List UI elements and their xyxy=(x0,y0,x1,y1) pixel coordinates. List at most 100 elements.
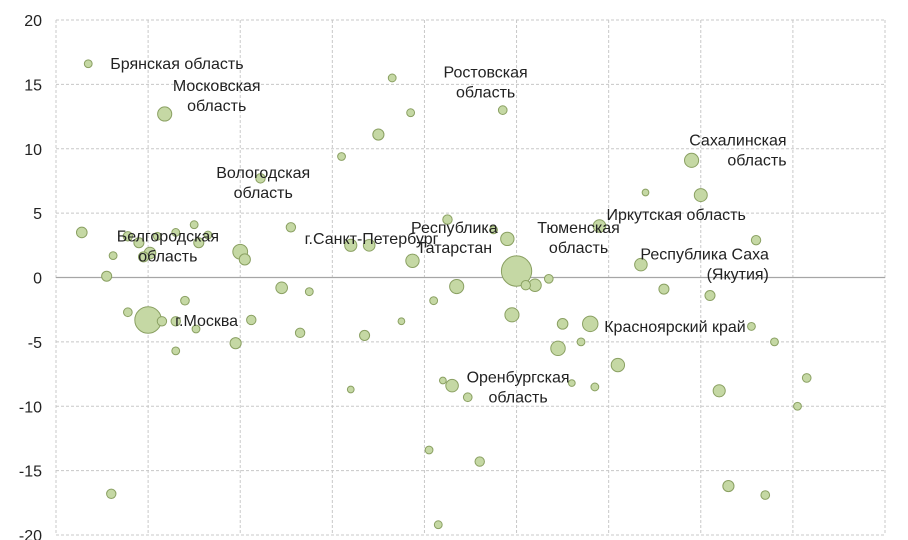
data-label-line: Сахалинская xyxy=(689,132,786,149)
data-label-line: Республика Саха xyxy=(640,247,769,264)
bubble-point xyxy=(229,337,242,350)
y-tick-label: -20 xyxy=(19,528,42,540)
bubble-point xyxy=(684,152,700,168)
bubble-point xyxy=(500,231,515,247)
data-label-line: область xyxy=(234,185,293,202)
bubble-point xyxy=(722,480,735,493)
data-label: Иркутская область xyxy=(606,207,745,224)
bubble-point xyxy=(504,307,520,323)
data-label: Оренбургская область xyxy=(467,370,570,407)
bubble-point xyxy=(337,152,346,161)
bubble-point xyxy=(397,317,406,326)
data-label-line: г.Санкт-Петербург xyxy=(305,231,439,248)
bubble-point xyxy=(255,173,266,184)
bubble-point xyxy=(474,456,485,467)
data-label: Белгородская область xyxy=(117,228,219,265)
data-label: Вологодская область xyxy=(216,165,310,202)
data-label-line: область xyxy=(138,248,197,265)
data-label-line: Белгородская xyxy=(117,228,219,245)
bubble-point xyxy=(285,222,297,233)
bubble-point xyxy=(497,105,508,115)
bubble-point xyxy=(133,237,145,249)
y-tick-label: 5 xyxy=(33,206,42,223)
data-label-line: Красноярский край xyxy=(604,319,745,336)
data-label-line: область xyxy=(549,240,608,257)
data-label-line: Ростовская xyxy=(444,65,528,82)
bubble-point xyxy=(429,296,439,306)
bubble-point xyxy=(693,188,708,203)
y-tick-label: 10 xyxy=(24,142,42,159)
data-label-line: Вологодская xyxy=(216,165,310,182)
bubble-point xyxy=(193,237,205,249)
bubble-point xyxy=(304,287,314,297)
y-tick-label: 20 xyxy=(24,13,42,30)
bubble-point xyxy=(520,280,531,291)
bubble-point xyxy=(750,234,762,246)
bubble-point xyxy=(712,384,726,398)
bubble-point xyxy=(170,316,181,327)
bubble-point xyxy=(610,357,626,373)
bubble-point xyxy=(439,376,447,385)
data-label-line: Тюменская xyxy=(537,220,620,237)
bubble-point xyxy=(567,379,576,387)
bubble-point xyxy=(156,316,168,327)
bubble-point xyxy=(123,307,133,318)
bubble-point xyxy=(747,322,756,331)
data-label: Тюменская область xyxy=(537,220,620,257)
bubble-point xyxy=(590,382,600,392)
data-label: Сахалинская область xyxy=(689,132,786,169)
data-label-line: Оренбургская xyxy=(467,370,570,387)
bubble-point xyxy=(346,385,355,394)
bubble-point xyxy=(641,188,650,197)
bubble-point xyxy=(405,253,420,268)
bubble-point xyxy=(171,228,181,237)
bubble-point xyxy=(556,318,569,330)
bubble-point xyxy=(433,520,443,530)
bubble-point xyxy=(344,238,358,252)
point-labels-layer: Брянская область Московская область Белгоро… xyxy=(110,56,786,407)
bubble-point xyxy=(157,106,173,122)
data-label: г.Санкт-Петербург xyxy=(305,231,439,248)
bubble-point xyxy=(576,337,586,347)
data-label: г.Москва xyxy=(175,313,238,330)
bubble-point xyxy=(246,314,257,326)
data-label-line: Республика xyxy=(411,220,498,237)
y-tick-label: -5 xyxy=(28,335,42,352)
bubble-point xyxy=(449,278,465,295)
bubble-point xyxy=(500,255,533,287)
data-label: Брянская область xyxy=(110,56,243,73)
bubble-point xyxy=(137,251,150,263)
bubble-point xyxy=(359,329,371,341)
data-label-line: Брянская область xyxy=(110,56,243,73)
bubble-point xyxy=(171,346,181,356)
bubble-point xyxy=(238,253,251,266)
data-label: Московская область xyxy=(173,78,261,115)
bubble-point xyxy=(550,340,566,357)
bubble-point xyxy=(106,488,117,499)
data-label-line: Татарстан xyxy=(417,240,492,257)
bubble-point xyxy=(489,225,498,235)
data-label-line: область xyxy=(727,152,786,169)
bubble-point xyxy=(101,270,113,282)
data-label-line: область xyxy=(187,98,246,115)
bubble-point xyxy=(793,401,802,411)
data-label-line: (Якутия) xyxy=(707,267,769,284)
y-tick-label: 15 xyxy=(24,77,42,94)
bubble-point xyxy=(582,315,599,333)
data-label: Республика Саха (Якутия) xyxy=(640,247,769,284)
bubble-point xyxy=(801,373,812,383)
bubble-point xyxy=(543,273,554,284)
bubble-point xyxy=(445,378,459,393)
bubble-point xyxy=(372,128,385,141)
bubble-point xyxy=(387,73,397,83)
bubble-point xyxy=(704,290,716,302)
bubble-point xyxy=(83,59,93,69)
bubble-point xyxy=(275,281,288,295)
data-label: Красноярский край xyxy=(604,319,745,336)
bubble-point xyxy=(424,445,434,455)
data-label-line: г.Москва xyxy=(175,313,238,330)
bubble-point xyxy=(191,324,201,334)
bubble-point xyxy=(203,230,213,240)
bubble-point xyxy=(406,108,416,118)
bubble-point xyxy=(462,392,473,403)
